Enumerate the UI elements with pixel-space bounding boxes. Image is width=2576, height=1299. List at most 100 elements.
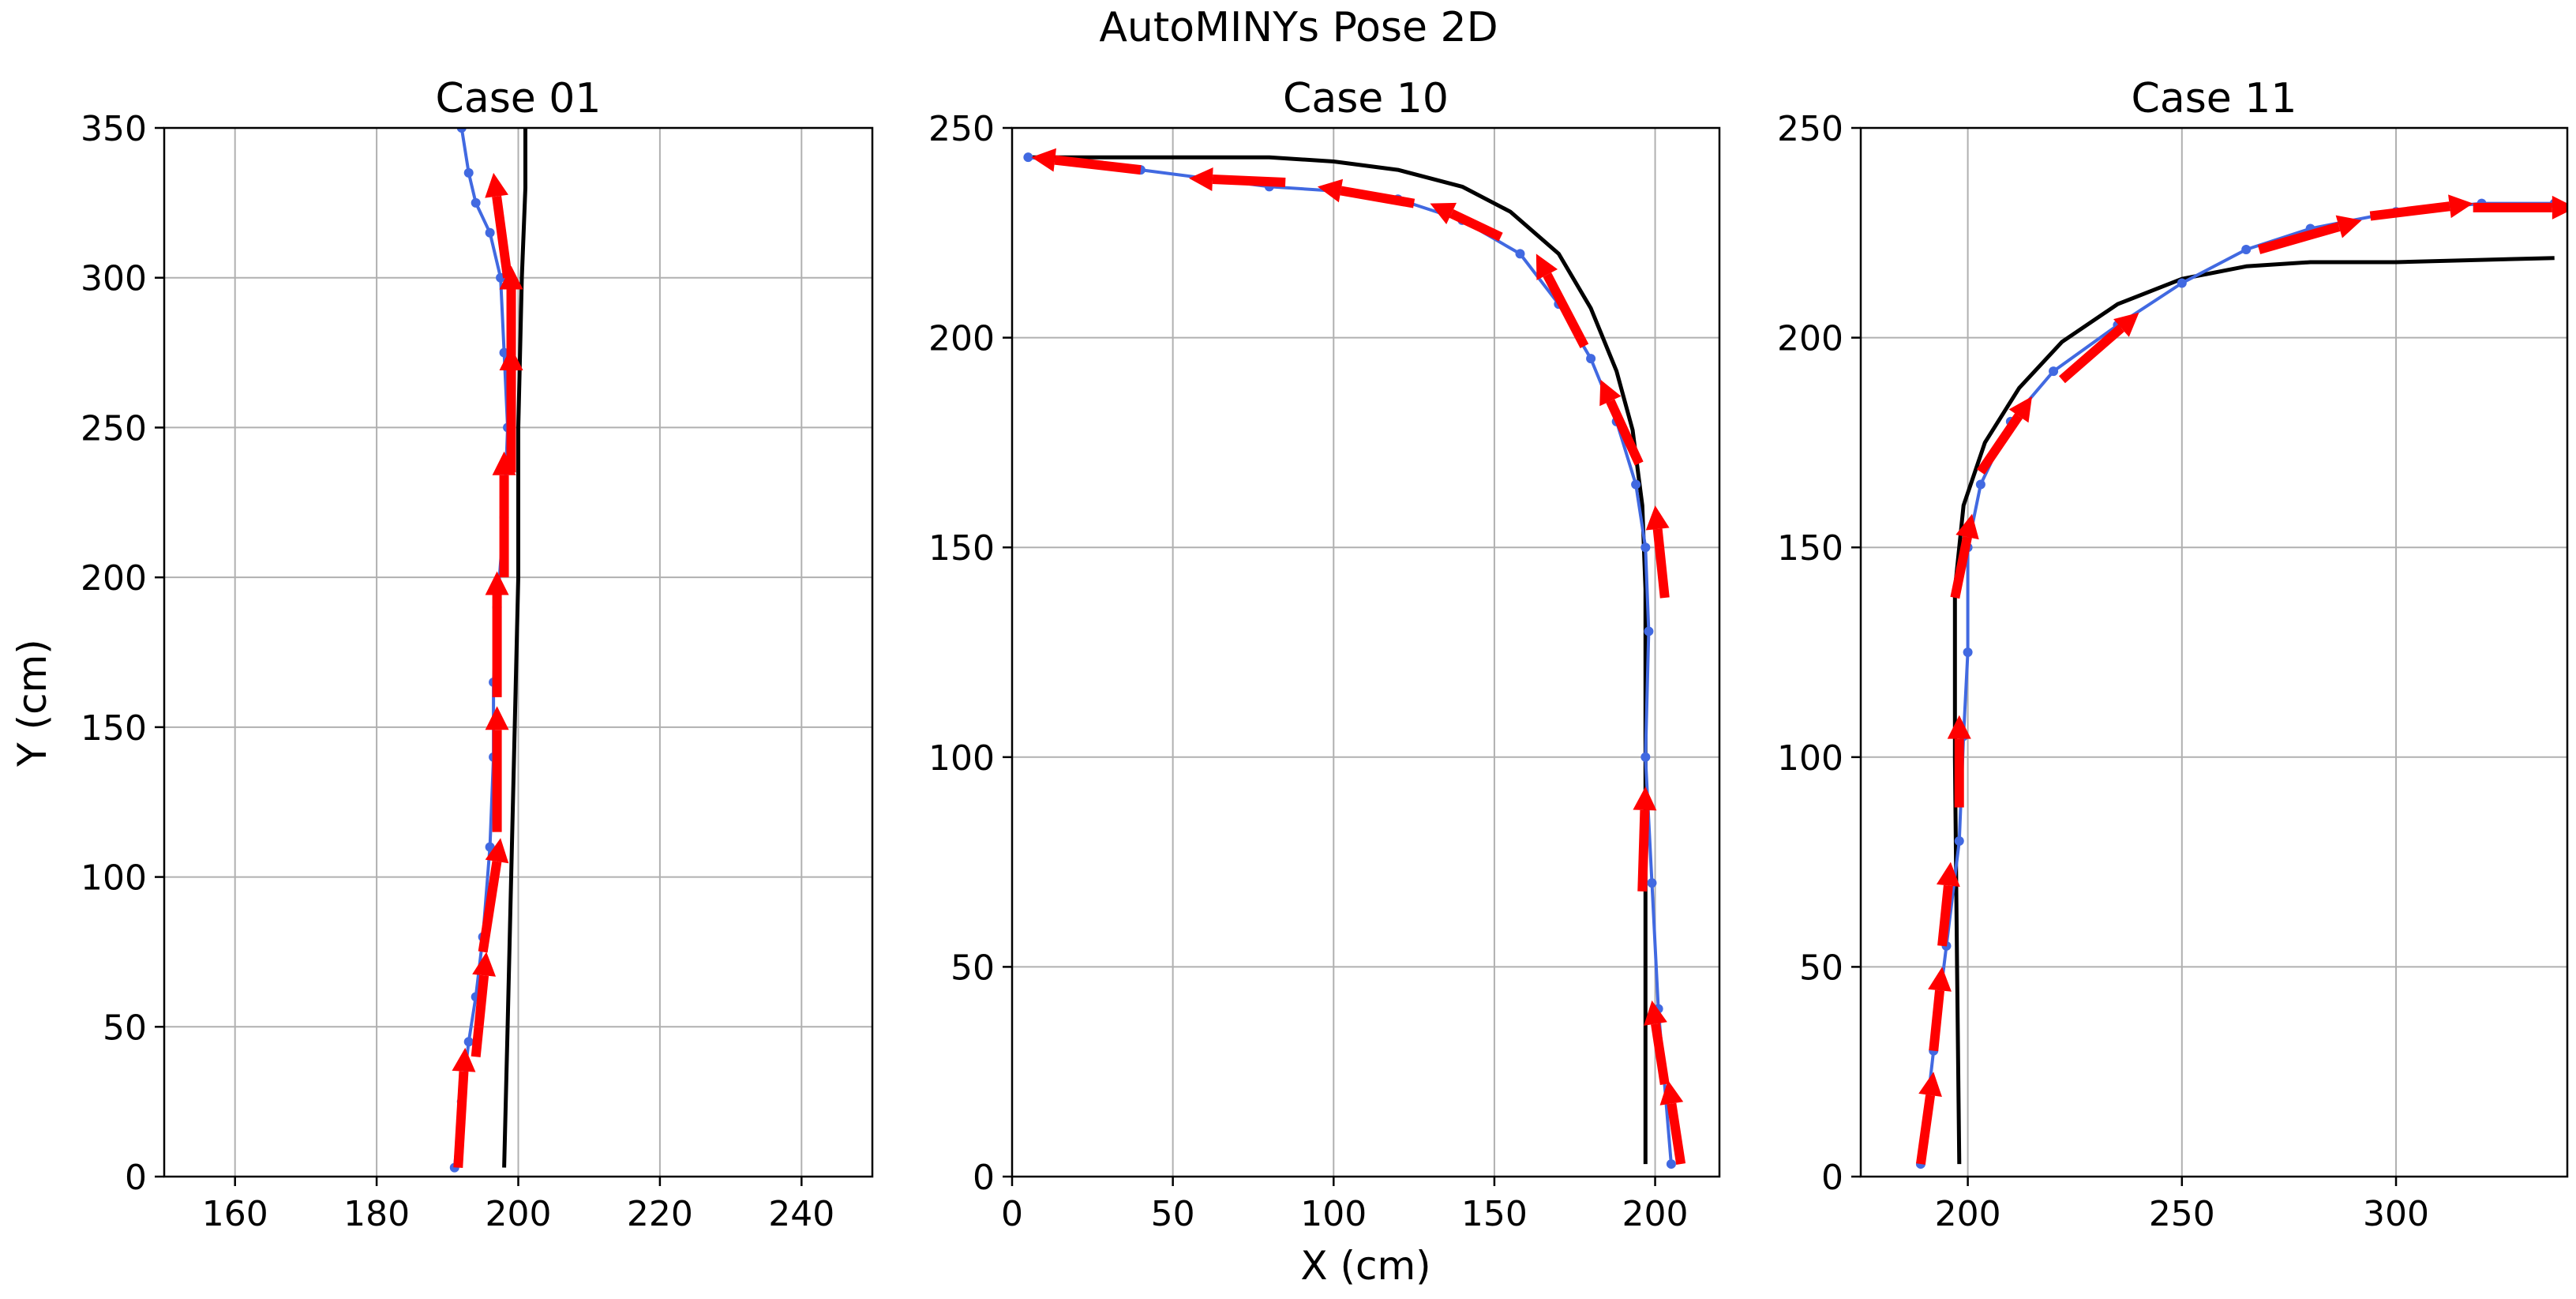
- x-tick-label: 150: [1461, 1194, 1528, 1234]
- measured-point: [485, 842, 495, 852]
- y-tick-label: 200: [81, 558, 147, 599]
- measured-path: [1918, 201, 2555, 1165]
- measured-point: [1640, 543, 1651, 553]
- heading-arrow-head: [1599, 379, 1622, 407]
- y-tick-label: 350: [81, 109, 147, 149]
- heading-arrow-shaft: [1950, 535, 1972, 599]
- y-tick-label: 250: [81, 408, 147, 449]
- measured-point: [1631, 479, 1641, 490]
- heading-arrow-shaft: [2369, 201, 2450, 221]
- y-tick-label: 150: [928, 528, 995, 569]
- measured-point: [1640, 752, 1651, 762]
- subplot-case-10: 0 50 100 150 200 0 50 100 150 200 250 Case 10: [928, 75, 1721, 1234]
- measured-point: [1963, 648, 1973, 657]
- heading-arrow-head: [2552, 195, 2567, 220]
- heading-arrow-head: [1918, 1072, 1942, 1097]
- heading-arrow-head: [1189, 167, 1213, 192]
- measured-point: [1515, 249, 1525, 259]
- heading-arrow-shaft: [1651, 1023, 1670, 1086]
- heading-arrow-shaft: [1449, 209, 1503, 242]
- y-tick-label: 150: [1777, 528, 1843, 569]
- measured-point: [463, 167, 474, 178]
- heading-arrow-shaft: [1212, 175, 1286, 188]
- heading-arrow-head: [472, 952, 497, 977]
- heading-arrow-head: [1659, 1079, 1684, 1106]
- y-tick-label: 50: [1799, 948, 1843, 988]
- x-tick-label: 180: [343, 1194, 410, 1234]
- x-tick-label: 160: [202, 1194, 268, 1234]
- figure-ylabel: Y (cm): [9, 639, 55, 768]
- y-tick-label: 150: [81, 708, 147, 749]
- subplot-title: Case 11: [2132, 75, 2297, 122]
- heading-arrow-shaft: [471, 974, 489, 1057]
- reference-path: [1952, 256, 2555, 1165]
- measured-point: [1975, 479, 1985, 490]
- measured-point: [1586, 354, 1596, 364]
- measured-point: [1954, 836, 1964, 847]
- y-tick-label: 0: [125, 1158, 147, 1198]
- plot-frame: [1859, 126, 2569, 1178]
- x-tick-label: 240: [768, 1194, 834, 1234]
- heading-arrow-head: [1031, 148, 1056, 172]
- heading-arrow-head: [2335, 215, 2362, 238]
- measured-point: [456, 128, 467, 133]
- y-tick-label: 100: [1777, 738, 1843, 779]
- y-tick-label: 0: [1821, 1158, 1843, 1198]
- measured-path: [1028, 156, 1673, 1165]
- heading-arrow-shaft: [2257, 222, 2341, 254]
- heading-arrow-head: [485, 838, 509, 864]
- heading-arrow-head: [1644, 1000, 1667, 1026]
- heading-arrow-head: [2448, 194, 2473, 219]
- measured-point: [2049, 366, 2059, 377]
- x-tick-label: 220: [627, 1194, 693, 1234]
- heading-arrow-shaft: [492, 195, 512, 279]
- measured-point: [1647, 878, 1657, 888]
- heading-arrow-shaft: [1340, 186, 1415, 208]
- subplot-title: Case 10: [1283, 75, 1449, 122]
- measured-point: [2241, 245, 2252, 255]
- x-tick-label: 0: [1001, 1194, 1023, 1234]
- y-tick-label: 250: [928, 109, 995, 149]
- y-tick-label: 200: [928, 319, 995, 359]
- x-tick-label: 200: [1935, 1194, 2001, 1234]
- measured-point: [2177, 278, 2187, 288]
- heading-arrow-head: [485, 172, 508, 198]
- y-tick-label: 200: [1777, 319, 1843, 359]
- heading-arrow-shaft: [1976, 413, 2023, 475]
- heading-arrow-shaft: [1637, 809, 1650, 892]
- subplot-case-11: 200 250 300 0 50 100 150 200 250 Case 11: [1777, 75, 2569, 1234]
- measured-point: [1023, 152, 1033, 163]
- heading-arrow-shaft: [1543, 272, 1589, 349]
- x-tick-label: 100: [1300, 1194, 1367, 1234]
- heading-arrow-head: [1947, 715, 1971, 739]
- heading-arrow-head: [1955, 513, 1979, 540]
- plot-area: [1023, 148, 1686, 1169]
- measured-point: [1666, 1159, 1676, 1169]
- heading-arrow-shaft: [1606, 399, 1644, 466]
- heading-arrow-shaft: [453, 1071, 469, 1168]
- y-tick-label: 100: [81, 858, 147, 899]
- y-tick-label: 0: [973, 1158, 995, 1198]
- x-tick-label: 50: [1151, 1194, 1195, 1234]
- heading-arrow-head: [1633, 786, 1657, 811]
- heading-arrow-head: [1645, 505, 1670, 531]
- heading-arrow-shaft: [1929, 989, 1944, 1052]
- y-tick-label: 300: [81, 259, 147, 299]
- heading-arrow-shaft: [1915, 1094, 1936, 1165]
- figure-xlabel: X (cm): [1300, 1243, 1430, 1289]
- y-tick-label: 50: [103, 1008, 147, 1048]
- y-tick-label: 100: [928, 738, 995, 779]
- plot-frame: [1011, 126, 1721, 1178]
- plot-area: [449, 128, 527, 1173]
- reference-path: [1028, 155, 1648, 1165]
- y-tick-label: 250: [1777, 109, 1843, 149]
- heading-arrow-shaft: [1667, 1102, 1686, 1165]
- heading-arrow-head: [1317, 178, 1344, 203]
- measured-point: [1644, 626, 1654, 636]
- x-tick-label: 200: [486, 1194, 552, 1234]
- figure-suptitle: AutoMINYs Pose 2D: [1099, 4, 1498, 51]
- heading-arrow-head: [2113, 312, 2139, 337]
- heading-arrow-shaft: [1652, 528, 1670, 599]
- heading-arrow-head: [1535, 253, 1558, 280]
